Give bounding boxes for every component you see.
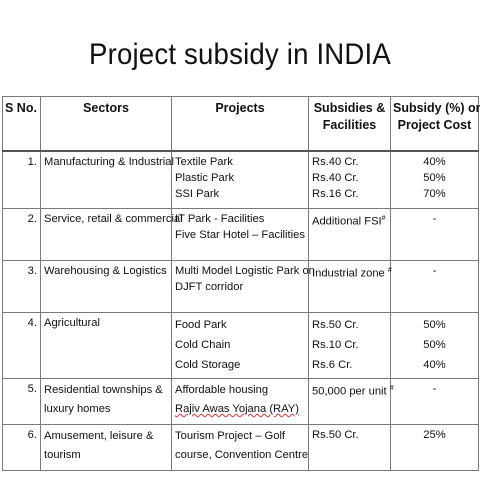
row-sno: 1. <box>2 150 41 209</box>
project-line: Plastic Park <box>175 171 235 184</box>
subsidy-line: 50,000 per unit # <box>312 381 394 400</box>
row-sector: Amusement, leisure & tourism <box>40 424 172 471</box>
row-sector: Warehousing & Logistics <box>40 260 172 313</box>
sector-line: Agricultural <box>44 317 100 329</box>
table-row: 6. Amusement, leisure & tourism Tourism … <box>2 424 479 471</box>
row-subsidies: 50,000 per unit # <box>308 378 394 425</box>
percent-line: 40% <box>423 155 446 168</box>
header-cost: Subsidy (%) on Project Cost <box>390 96 480 152</box>
row-sector: Agricultural <box>40 312 172 379</box>
subsidy-text: 50,000 per unit <box>312 385 390 398</box>
header-projects: Projects <box>171 96 309 152</box>
subsidy-line: Industrial zone # <box>312 263 392 282</box>
subsidy-text: Additional FSI <box>312 215 382 228</box>
project-line: course, Convention Centre <box>175 449 309 461</box>
sector-line: Warehousing & Logistics <box>44 265 167 277</box>
percent-line: 70% <box>423 187 446 200</box>
row-subsidies: Additional FSI# <box>308 208 391 261</box>
project-line: Tourism Project – Golf <box>175 430 286 442</box>
row-sector: Service, retail & commercial <box>40 208 183 261</box>
sector-line: Residential townships & <box>44 384 163 396</box>
project-line: IT Park - Facilities <box>175 213 265 225</box>
project-line: Cold Storage <box>175 359 241 371</box>
subsidy-text: Industrial zone <box>312 267 388 280</box>
subsidy-line: Rs.50 Cr. <box>312 319 359 331</box>
row-subsidies: Rs.40 Cr. Rs.40 Cr. Rs.16 Cr. <box>308 150 391 209</box>
sector-line: luxury homes <box>44 403 111 415</box>
header-cost-line2: Project Cost <box>397 118 472 132</box>
footnote-mark: # <box>389 385 394 392</box>
row-sector: Manufacturing & Industrial <box>40 150 174 209</box>
header-subsidies-line2: Facilities <box>322 118 377 132</box>
subsidy-table: S No. Sectors Projects Subsidies & Facil… <box>2 96 480 471</box>
project-line: Multi Model Logistic Park on <box>175 265 315 277</box>
subsidy-line: Rs.40 Cr. <box>312 171 359 184</box>
percent-line: 50% <box>423 171 446 184</box>
header-sno: S No. <box>2 96 41 152</box>
table-row: 2. Service, retail & commercial IT Park … <box>2 208 479 261</box>
subsidy-line: Rs.40 Cr. <box>312 155 359 168</box>
project-line: Cold Chain <box>175 339 231 351</box>
sector-line: tourism <box>44 449 81 461</box>
table-row: 4. Agricultural Food Park Cold Chain Col… <box>2 312 479 379</box>
subsidy-line: Rs.6 Cr. <box>312 359 353 371</box>
footnote-mark: # <box>381 215 386 222</box>
percent-line: 40% <box>423 359 446 371</box>
table-row: 5. Residential townships & luxury homes … <box>2 378 479 425</box>
row-subsidies: Rs.50 Cr. <box>308 424 391 471</box>
header-subsidies: Subsidies & Facilities <box>308 96 391 152</box>
project-line: Rajiv Awas Yojana (RAY) <box>175 403 299 415</box>
project-line: DJFT corridor <box>175 281 244 293</box>
row-percent: - <box>390 260 479 313</box>
row-projects: Multi Model Logistic Park on DJFT corrid… <box>171 260 315 313</box>
row-percent: 25% <box>390 424 479 471</box>
slide-title: Project subsidy in INDIA <box>88 38 391 71</box>
row-sno: 5. <box>2 378 41 425</box>
header-subsidies-line1: Subsidies & <box>313 101 386 115</box>
project-line: SSI Park <box>175 187 220 200</box>
header-cost-line1: Subsidy (%) on <box>393 101 480 115</box>
sector-line: Amusement, leisure & <box>44 430 154 442</box>
table-row: 3. Warehousing & Logistics Multi Model L… <box>2 260 479 313</box>
sector-line: Service, retail & commercial <box>44 213 183 225</box>
percent-line: 50% <box>423 319 446 331</box>
footnote-mark: # <box>387 267 392 274</box>
percent-line: - <box>432 383 437 395</box>
table-row: 1. Manufacturing & Industrial Textile Pa… <box>2 150 479 209</box>
sector-line: Manufacturing & Industrial <box>44 155 174 168</box>
project-line: Five Star Hotel – Facilities <box>175 229 305 241</box>
percent-line: - <box>432 213 437 225</box>
row-subsidies: Rs.50 Cr. Rs.10 Cr. Rs.6 Cr. <box>308 312 391 379</box>
row-projects: Tourism Project – Golf course, Conventio… <box>171 424 309 471</box>
row-sno: 2. <box>2 208 41 261</box>
project-line: Food Park <box>175 319 227 331</box>
table-header-row: S No. Sectors Projects Subsidies & Facil… <box>2 96 480 152</box>
row-percent: 40% 50% 70% <box>390 150 479 209</box>
row-subsidies: Industrial zone # <box>308 260 392 313</box>
row-sno: 3. <box>2 260 41 313</box>
row-projects: Textile Park Plastic Park SSI Park <box>171 150 309 209</box>
subsidy-line: Rs.16 Cr. <box>312 187 359 200</box>
row-percent: - <box>390 208 479 261</box>
row-percent: - <box>390 378 479 425</box>
row-projects: Affordable housing Rajiv Awas Yojana (RA… <box>171 378 309 425</box>
row-sno: 6. <box>2 424 41 471</box>
subsidy-line: Rs.10 Cr. <box>312 339 359 351</box>
row-sno: 4. <box>2 312 41 379</box>
project-line: Affordable housing <box>175 384 269 396</box>
subsidy-line: Additional FSI# <box>312 211 387 230</box>
header-sectors: Sectors <box>40 96 172 152</box>
row-percent: 50% 50% 40% <box>390 312 479 379</box>
row-projects: Food Park Cold Chain Cold Storage <box>171 312 309 379</box>
row-sector: Residential townships & luxury homes <box>40 378 172 425</box>
percent-line: 25% <box>423 429 446 441</box>
percent-line: 50% <box>423 339 446 351</box>
percent-line: - <box>432 265 437 277</box>
project-line: Textile Park <box>175 155 233 168</box>
subsidy-line: Rs.50 Cr. <box>312 429 359 441</box>
row-projects: IT Park - Facilities Five Star Hotel – F… <box>171 208 309 261</box>
